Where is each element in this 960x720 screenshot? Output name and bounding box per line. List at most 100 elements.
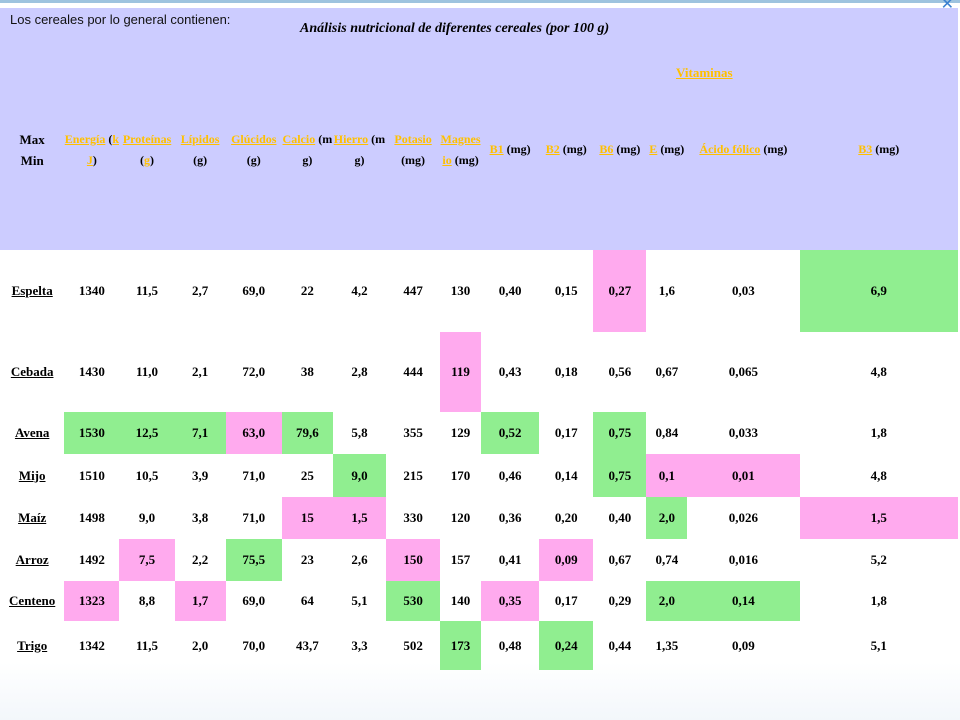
column-header-link[interactable]: B1 [489,142,504,156]
column-header-link[interactable]: Proteínas [122,131,172,146]
row-name-link[interactable]: Espelta [11,283,53,298]
table-cell: 0,35 [480,581,540,621]
table-cell: 2,0 [646,497,688,539]
column-unit-link[interactable]: kJ [86,131,120,167]
table-cell: 1323 [64,581,120,621]
row-name-link[interactable]: Cebada [10,364,54,379]
table-cell: 1342 [78,637,105,653]
table-cell: 0,67 [655,364,679,379]
row-name-link[interactable]: Trigo [17,637,48,653]
column-header: Ácido fólico (mg) [687,49,800,250]
table-cell: 330 [403,510,423,525]
table-cell: 0,75 [593,412,647,454]
table-cell: 3,9 [192,467,209,483]
column-header-link[interactable]: Potasio [394,131,432,146]
column-unit: (mg) [506,142,531,156]
column-unit: (g) [246,152,261,167]
column-header-link[interactable]: Lípidos [180,131,220,146]
column-header-link[interactable]: B2 [545,142,560,156]
table-cell: 9,0 [332,454,386,497]
max-label: Max [19,131,45,147]
column-header-link[interactable]: Hierro [333,131,369,146]
header-row: Max Min Energía (kJ) Proteínas (g) Lípidos (… [0,49,958,250]
column-header: Magnesio (mg) [440,49,481,250]
table-cell: 0,03 [732,283,755,298]
table-cell: 0,84 [655,425,679,440]
table-cell: 215 [403,467,423,483]
row-name-link[interactable]: Arroz [15,552,49,567]
row-name-link[interactable]: Avena [14,425,50,440]
row-name-link[interactable]: Centeno [9,593,56,608]
column-header: E (mg) [646,49,688,250]
table-cell: 5,8 [351,425,368,440]
column-header-link[interactable]: B6 [599,142,614,156]
column-unit: (mg) [660,142,685,156]
table-cell: 0,74 [655,552,679,567]
table-cell: 444 [403,364,423,379]
table-cell: 2,8 [351,364,368,379]
table-cell: 0,17 [554,593,578,608]
column-header-link[interactable]: Energía [64,131,106,146]
table-cell: 2,2 [192,552,209,567]
table-cell: 4,8 [870,364,887,379]
row-name-link[interactable]: Mijo [18,467,46,483]
column-header-link[interactable]: E [649,142,658,156]
table-cell: 119 [440,332,481,412]
column-header-link[interactable]: Calcio [282,131,316,146]
table-cell: 1530 [64,412,120,454]
table-row: Mijo 1510 10,5 3,9 71,0 25 9,0 215 170 0,46 0,14 0,… [0,454,958,497]
table-cell: 2,0 [646,581,688,621]
column-header: Lípidos (g) [174,49,226,250]
table-cell: 0,36 [498,510,522,525]
table-cell: 12,5 [119,412,175,454]
column-header-link[interactable]: B3 [858,142,873,156]
column-header: Proteínas (g) [119,49,175,250]
table-cell: 38 [300,364,314,379]
table-cell: 0,14 [554,467,578,483]
column-header-link[interactable]: Magnesio [440,131,481,167]
table-cell: 5,1 [870,637,887,653]
table-cell: 0,48 [498,637,522,653]
table-row: Maíz 1498 9,0 3,8 71,0 15 1,5 330 120 0,36 0,20 0,4… [0,497,958,539]
column-unit: (mg) [302,131,333,167]
table-cell: 0,065 [728,364,759,379]
column-unit: (mg) [875,142,900,156]
column-header-link[interactable]: Ácido fólico [699,142,761,156]
column-unit: (mg) [354,131,386,167]
table-cell: 0,24 [539,621,594,670]
table-cell: 120 [450,510,471,525]
column-header: B6 (mg) [593,49,647,250]
table-cell: 0,52 [480,412,540,454]
column-unit: (mg) [401,152,426,167]
table-cell: 0,20 [554,510,578,525]
table-cell: 11,5 [136,283,159,298]
table-cell: 71,0 [242,467,266,483]
table-cell: 0,67 [608,552,632,567]
table-cell: 0,46 [498,467,522,483]
table-cell: 173 [440,621,481,670]
table-cell: 0,44 [608,637,632,653]
table-cell: 0,01 [687,454,800,497]
table-cell: 140 [450,593,471,608]
column-unit: (mg) [616,142,641,156]
table-cell: 75,5 [225,539,282,581]
column-header-link[interactable]: Glúcidos [231,131,277,146]
table-cell: 150 [386,539,441,581]
column-unit: (mg) [763,142,788,156]
table-cell: 3,3 [351,637,368,653]
column-header: B1 (mg) [480,49,540,250]
table-cell: 0,17 [554,425,578,440]
table-cell: 71,0 [242,510,266,525]
row-name-link[interactable]: Maíz [18,510,47,525]
column-unit: (mg) [562,142,587,156]
table-cell: 0,40 [608,510,632,525]
table-cell: 1340 [78,283,105,298]
column-unit-link[interactable]: g [144,152,151,167]
table-cell: 5,2 [870,552,887,567]
table-cell: 2,1 [192,364,209,379]
vitaminas-label[interactable]: Vitaminas [676,65,733,80]
table-row: Cebada 1430 11,0 2,1 72,0 38 2,8 444 119 0,43 0,18… [0,332,958,412]
table-cell: 3,8 [192,510,209,525]
table-cell: 1498 [78,510,105,525]
table-cell: 0,27 [593,250,647,332]
